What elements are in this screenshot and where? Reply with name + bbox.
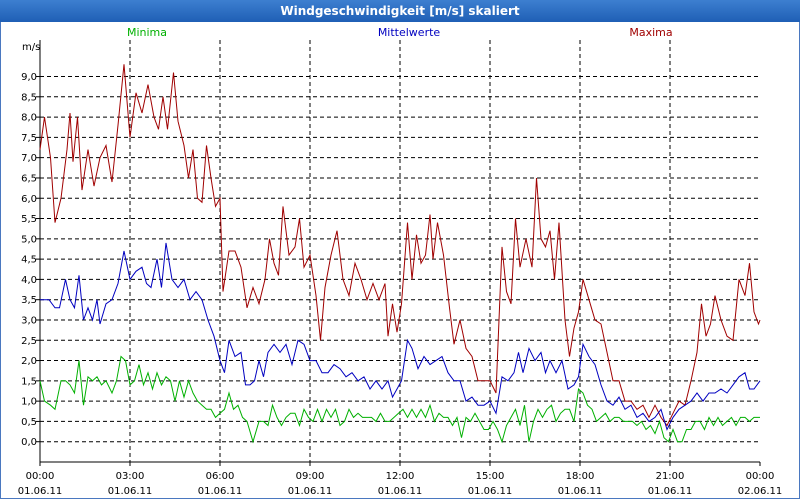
x-tick-time: 09:00 [296,471,325,482]
y-tick-label: 4,0 [21,275,37,286]
y-tick-label: 5,5 [21,214,37,225]
x-tick-time: 00:00 [26,471,55,482]
y-tick-labels: 0,0 0,5 1,0 1,5 2,0 2,5 3,0 3,5 4,0 4,5 5,0 5,5 6,0 6… [21,72,40,448]
x-tick-date: 01.06.11 [558,486,603,497]
y-tick-label: 1,0 [21,397,37,408]
y-tick-label: 3,5 [21,295,37,306]
y-tick-label: 7,5 [21,133,37,144]
y-tick-label: 5,0 [21,234,37,245]
x-tick-time: 03:00 [116,471,145,482]
legend: Minima Mittelwerte Maxima [127,26,673,39]
y-tick-label: 0,5 [21,417,37,428]
x-tick-time: 18:00 [566,471,595,482]
x-tick-time: 00:00 [746,471,775,482]
y-tick-label: 8,0 [21,113,37,124]
y-tick-label: 9,0 [21,72,37,83]
x-tick-time: 15:00 [476,471,505,482]
x-tick-date: 01.06.11 [378,486,423,497]
x-tick-date: 01.06.11 [468,486,513,497]
legend-maxima: Maxima [629,26,672,39]
legend-mittelwerte: Mittelwerte [378,26,441,39]
grid-lines [40,40,760,462]
x-tick-labels: 00:00 01.06.11 03:00 01.06.11 06:00 01.06.11 0… [18,462,783,497]
x-tick-time: 06:00 [206,471,235,482]
x-tick-time: 12:00 [386,471,415,482]
y-tick-label: 8,5 [21,92,37,103]
y-tick-label: 6,5 [21,173,37,184]
x-tick-date: 01.06.11 [198,486,243,497]
y-tick-label: 0,0 [21,437,37,448]
x-tick-date: 01.06.11 [18,486,63,497]
series-line-maxima [39,64,761,427]
y-axis-label: m/s [22,42,40,53]
x-tick-time: 21:00 [656,471,685,482]
y-tick-label: 2,0 [21,356,37,367]
y-tick-label: 1,5 [21,376,37,387]
y-tick-label: 2,5 [21,336,37,347]
y-tick-label: 4,5 [21,255,37,266]
x-tick-date: 01.06.11 [648,486,693,497]
y-tick-label: 3,0 [21,315,37,326]
x-tick-date: 01.06.11 [108,486,153,497]
x-tick-date: 02.06.11 [738,486,783,497]
series-line-mittelwerte [40,242,761,431]
legend-minima: Minima [127,26,167,39]
data-series [39,64,761,444]
series-line-minima [39,355,760,444]
window-title: Windgeschwindigkeit [m/s] skaliert [0,0,800,22]
y-tick-label: 7,0 [21,153,37,164]
x-tick-date: 01.06.11 [288,486,333,497]
y-tick-label: 6,0 [21,194,37,205]
